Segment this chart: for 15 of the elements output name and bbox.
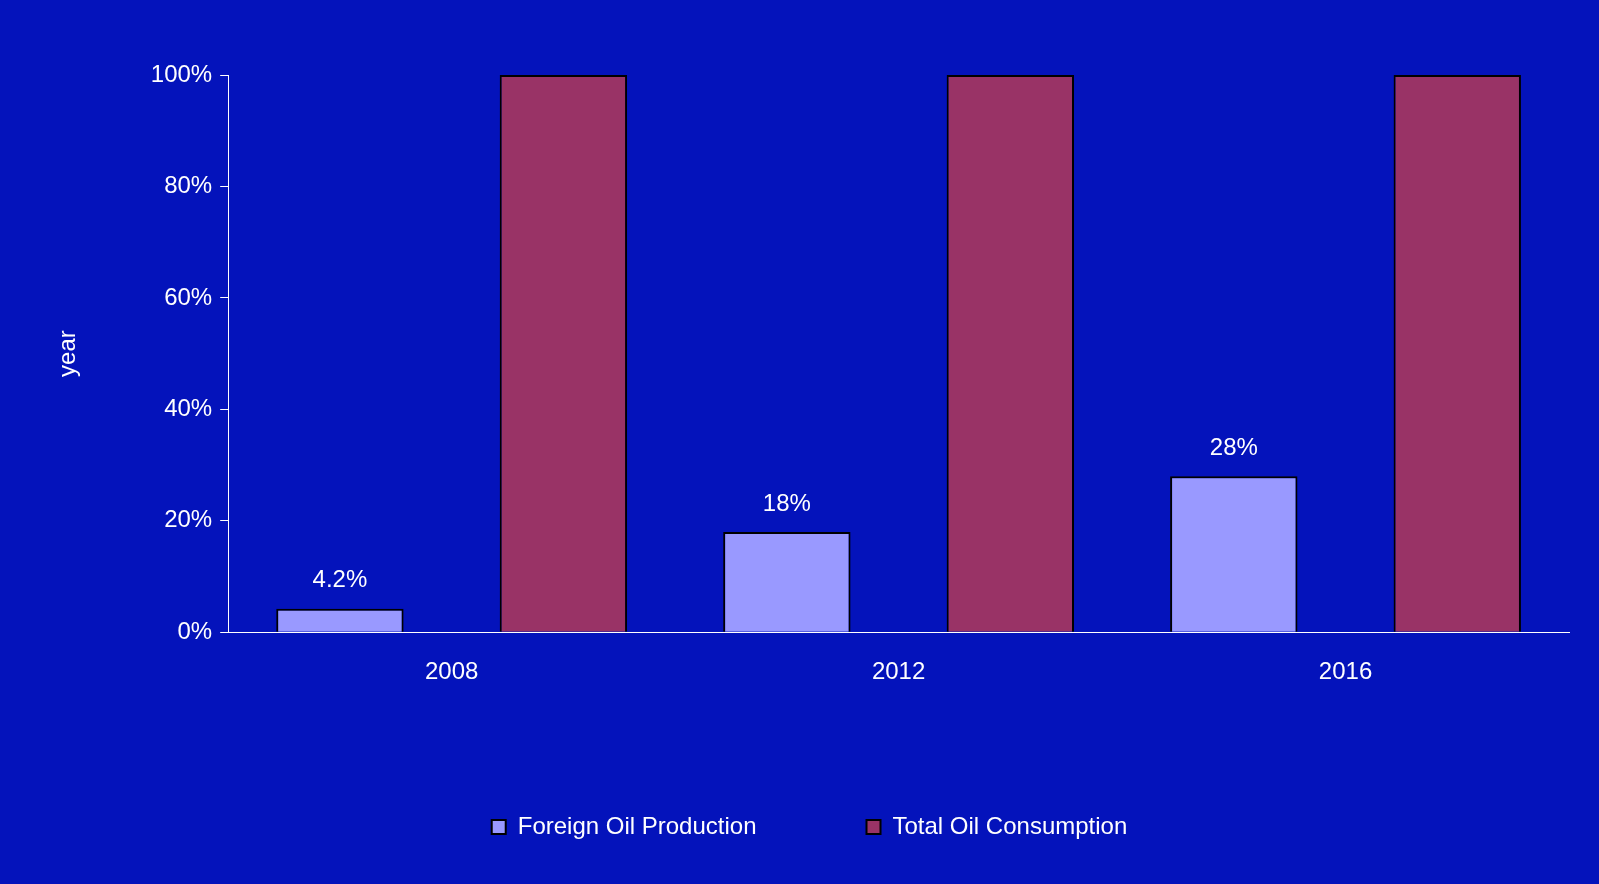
y-axis-title: year (53, 330, 81, 377)
y-tick-label: 0% (177, 616, 213, 644)
data-label: 28% (1209, 432, 1258, 460)
y-tick-label: 80% (164, 171, 213, 199)
y-tick-label: 40% (164, 393, 213, 421)
data-label: 18% (762, 488, 811, 516)
y-tick-label: 60% (164, 282, 213, 310)
y-tick-label: 20% (164, 505, 213, 533)
legend-label: Foreign Oil Production (517, 811, 757, 839)
x-tick-label: 2012 (871, 657, 926, 685)
y-tick-label: 100% (150, 59, 213, 87)
legend-label: Total Oil Consumption (892, 811, 1128, 839)
x-tick-label: 2008 (424, 657, 479, 685)
x-tick-label: 2016 (1318, 657, 1373, 685)
data-label: 4.2% (312, 565, 368, 593)
